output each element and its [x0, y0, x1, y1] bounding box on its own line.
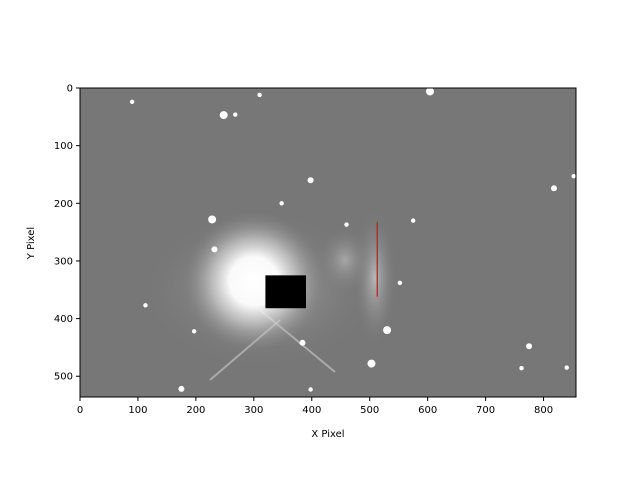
star-point — [564, 365, 569, 370]
y-tick-label: 0 — [67, 84, 73, 95]
star-point — [526, 343, 533, 350]
star-point — [550, 185, 557, 192]
x-tick-label: 0 — [77, 405, 83, 416]
x-tick-label: 800 — [534, 405, 553, 416]
y-axis-label: Y Pixel — [26, 227, 37, 260]
stars — [129, 88, 576, 392]
star-point — [519, 365, 524, 371]
star-point — [383, 326, 392, 335]
occulting-mask — [265, 275, 306, 309]
star-point — [571, 174, 576, 179]
x-tick-label: 300 — [244, 405, 263, 416]
star-point — [308, 387, 313, 392]
nebula-wisp — [317, 225, 373, 295]
x-tick-label: 600 — [418, 405, 437, 416]
plot-area — [80, 88, 576, 397]
star-point — [279, 201, 284, 206]
star-point — [211, 246, 218, 253]
star-point — [299, 339, 306, 346]
x-tick-label: 400 — [302, 405, 321, 416]
star-point — [143, 303, 148, 308]
star-point — [191, 329, 197, 334]
x-axis: 0 100 200 300 400 500 600 700 800 — [77, 397, 553, 416]
y-tick-label: 400 — [54, 314, 73, 325]
bright-source-glow — [183, 211, 324, 352]
star-point — [410, 218, 416, 223]
star-point — [219, 111, 228, 120]
star-point — [178, 385, 185, 392]
x-tick-label: 100 — [128, 405, 147, 416]
star-point — [233, 112, 238, 117]
star-point — [129, 99, 135, 105]
star-point — [425, 88, 434, 96]
star-point — [344, 222, 349, 227]
x-axis-label: X Pixel — [311, 429, 344, 440]
star-point — [397, 280, 403, 286]
star-point — [367, 359, 376, 368]
star-point — [208, 215, 217, 224]
x-tick-label: 200 — [186, 405, 205, 416]
star-point — [307, 177, 314, 184]
x-tick-label: 700 — [476, 405, 495, 416]
y-tick-label: 300 — [54, 256, 73, 267]
y-tick-label: 100 — [54, 141, 73, 152]
y-tick-label: 200 — [54, 199, 73, 210]
y-tick-label: 500 — [54, 372, 73, 383]
star-point — [257, 92, 262, 98]
axes-frame — [79, 87, 577, 398]
y-axis: 0 100 200 300 400 500 — [54, 84, 80, 383]
x-tick-label: 500 — [360, 405, 379, 416]
